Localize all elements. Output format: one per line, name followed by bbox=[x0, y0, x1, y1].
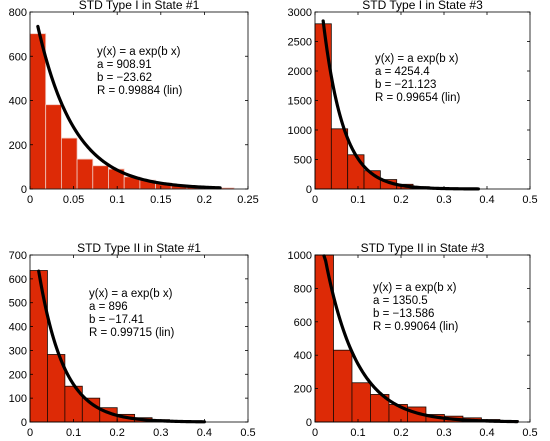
y-tick-label: 1500 bbox=[288, 96, 312, 108]
x-tick-label: 0 bbox=[27, 427, 33, 439]
fit-annotation-line: a = 4254.4 bbox=[375, 66, 430, 78]
fit-annotation-line: b = −21.123 bbox=[375, 79, 436, 91]
y-tick-label: 400 bbox=[294, 350, 312, 362]
x-tick-label: 0.2 bbox=[393, 427, 408, 439]
x-tick-label: 0 bbox=[312, 194, 318, 206]
fit-annotation-line: y(x) = a exp(b x) bbox=[375, 53, 459, 65]
y-tick-label: 600 bbox=[9, 51, 27, 63]
y-tick-label: 300 bbox=[9, 345, 27, 357]
fit-curve bbox=[322, 254, 519, 424]
histogram-bar bbox=[29, 33, 47, 190]
fit-annotation-line: b = −23.62 bbox=[97, 72, 152, 84]
x-tick-label: 0.2 bbox=[110, 427, 125, 439]
y-tick-label: 800 bbox=[9, 7, 27, 19]
fit-annotation-line: b = −13.586 bbox=[373, 308, 434, 320]
x-tick-label: 0.2 bbox=[197, 194, 212, 206]
x-tick-label: 0.3 bbox=[436, 194, 451, 206]
y-tick-label: 0 bbox=[21, 417, 27, 429]
y-tick-label: 200 bbox=[9, 369, 27, 381]
y-tick-label: 0 bbox=[21, 184, 27, 196]
x-tick-label: 0.3 bbox=[436, 427, 451, 439]
fit-annotation-line: R = 0.99654 (lin) bbox=[375, 92, 461, 104]
y-tick-label: 200 bbox=[9, 140, 27, 152]
y-tick-label: 1000 bbox=[288, 250, 312, 262]
y-tick-label: 1000 bbox=[288, 125, 312, 137]
y-tick-label: 100 bbox=[9, 393, 27, 405]
fit-annotation-line: R = 0.99715 (lin) bbox=[89, 327, 175, 339]
chart-title: STD Type I in State #1 bbox=[79, 0, 200, 12]
y-tick-label: 400 bbox=[9, 322, 27, 334]
histogram-bar bbox=[314, 23, 332, 190]
fit-annotation-line: a = 908.91 bbox=[97, 59, 152, 71]
x-tick-label: 0.1 bbox=[350, 427, 365, 439]
x-tick-label: 0.25 bbox=[237, 194, 258, 206]
fit-annotation-line: b = −17.41 bbox=[89, 314, 144, 326]
fit-curve bbox=[36, 24, 222, 190]
y-tick-label: 600 bbox=[9, 274, 27, 286]
histogram-bar bbox=[92, 165, 109, 190]
chart-title: STD Type II in State #3 bbox=[361, 241, 485, 255]
x-tick-label: 0.15 bbox=[150, 194, 171, 206]
chart-title: STD Type I in State #3 bbox=[362, 0, 483, 12]
y-tick-label: 500 bbox=[294, 155, 312, 167]
x-tick-label: 0.5 bbox=[240, 427, 255, 439]
fit-annotation-line: y(x) = a exp(b x) bbox=[89, 288, 173, 300]
y-tick-label: 200 bbox=[294, 384, 312, 396]
histogram-bar bbox=[347, 154, 365, 190]
y-tick-label: 0 bbox=[306, 417, 312, 429]
x-tick-label: 0 bbox=[312, 427, 318, 439]
histogram-bar bbox=[45, 104, 62, 190]
histogram-bar bbox=[333, 349, 353, 423]
y-tick-label: 800 bbox=[294, 283, 312, 295]
subplot-2: 0 0.1 0.2 0.3 0.4 0.5 0 500 1000 1500 2000 2500 3000… bbox=[288, 0, 538, 206]
x-tick-label: 0.1 bbox=[66, 427, 81, 439]
histogram-bar bbox=[76, 158, 94, 190]
fit-curve bbox=[37, 269, 206, 424]
x-tick-label: 0.5 bbox=[522, 194, 537, 206]
histogram-bar bbox=[29, 270, 48, 423]
subplot-4: 0 0.1 0.2 0.3 0.4 0.5 0 200 400 600 800 1000 STD Typ… bbox=[288, 241, 538, 439]
fit-annotation-line: y(x) = a exp(b x) bbox=[97, 46, 181, 58]
histogram-bar bbox=[330, 128, 349, 190]
fit-annotation-line: R = 0.99064 (lin) bbox=[373, 321, 459, 333]
fit-annotation-line: y(x) = a exp(b x) bbox=[373, 282, 457, 294]
axes-box bbox=[29, 254, 249, 423]
y-tick-label: 600 bbox=[294, 317, 312, 329]
x-tick-label: 0 bbox=[27, 194, 33, 206]
histogram-bar bbox=[60, 137, 78, 190]
chart-title: STD Type II in State #1 bbox=[77, 241, 201, 255]
x-tick-label: 0.4 bbox=[479, 427, 494, 439]
x-tick-label: 0.5 bbox=[522, 427, 537, 439]
y-tick-label: 2500 bbox=[288, 37, 312, 49]
subplot-3: 0 0.1 0.2 0.3 0.4 0.5 0 100 200 300 400 500 600 700 ST… bbox=[9, 241, 256, 439]
y-tick-label: 500 bbox=[9, 298, 27, 310]
y-tick-label: 2000 bbox=[288, 66, 312, 78]
y-tick-label: 400 bbox=[9, 96, 27, 108]
x-tick-label: 0.3 bbox=[153, 427, 168, 439]
subplot-1: 0 0.05 0.1 0.15 0.2 0.25 0 200 400 600 800 STD Type… bbox=[9, 0, 259, 206]
x-tick-label: 0.4 bbox=[479, 194, 494, 206]
fit-annotation-line: a = 896 bbox=[89, 301, 128, 313]
x-tick-label: 0.05 bbox=[63, 194, 84, 206]
y-tick-label: 0 bbox=[306, 184, 312, 196]
y-tick-label: 3000 bbox=[288, 7, 312, 19]
x-tick-label: 0.2 bbox=[393, 194, 408, 206]
x-tick-label: 0.1 bbox=[350, 194, 365, 206]
fit-annotation-line: R = 0.99884 (lin) bbox=[97, 85, 183, 97]
x-tick-label: 0.1 bbox=[110, 194, 125, 206]
fit-annotation-line: a = 1350.5 bbox=[373, 295, 428, 307]
axes-box bbox=[314, 254, 531, 423]
histogram-bar bbox=[351, 382, 371, 423]
y-tick-label: 700 bbox=[9, 250, 27, 262]
x-tick-label: 0.4 bbox=[197, 427, 212, 439]
